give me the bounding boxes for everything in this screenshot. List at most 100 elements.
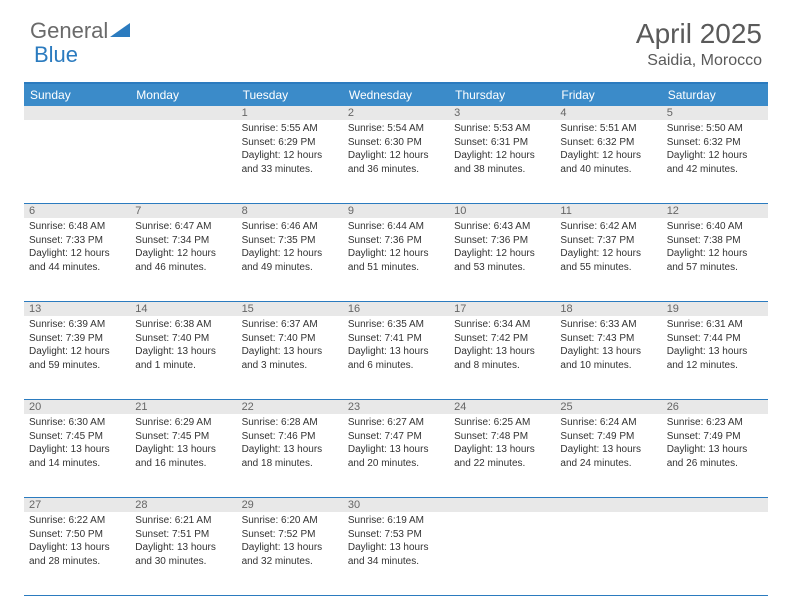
sunrise-line: Sunrise: 6:44 AM <box>348 220 444 234</box>
day-number <box>555 498 661 512</box>
day-number: 7 <box>130 204 236 218</box>
day-cell: Sunrise: 6:34 AMSunset: 7:42 PMDaylight:… <box>449 316 555 399</box>
day-body: Sunrise: 6:35 AMSunset: 7:41 PMDaylight:… <box>343 316 449 376</box>
day-number: 13 <box>24 302 130 316</box>
day-cell <box>24 120 130 203</box>
sunset-line: Sunset: 7:35 PM <box>242 234 338 248</box>
daylight-line: Daylight: 13 hours and 16 minutes. <box>135 443 231 470</box>
day-cell: Sunrise: 6:33 AMSunset: 7:43 PMDaylight:… <box>555 316 661 399</box>
day-body: Sunrise: 6:20 AMSunset: 7:52 PMDaylight:… <box>237 512 343 572</box>
day-cell: Sunrise: 6:42 AMSunset: 7:37 PMDaylight:… <box>555 218 661 301</box>
day-cell: Sunrise: 5:54 AMSunset: 6:30 PMDaylight:… <box>343 120 449 203</box>
daylight-line: Daylight: 13 hours and 28 minutes. <box>29 541 125 568</box>
sunrise-line: Sunrise: 6:28 AM <box>242 416 338 430</box>
weekday-header: Tuesday <box>237 84 343 106</box>
day-number: 29 <box>237 498 343 512</box>
daylight-line: Daylight: 12 hours and 40 minutes. <box>560 149 656 176</box>
weekday-header: Friday <box>555 84 661 106</box>
day-cell: Sunrise: 6:43 AMSunset: 7:36 PMDaylight:… <box>449 218 555 301</box>
day-body: Sunrise: 6:21 AMSunset: 7:51 PMDaylight:… <box>130 512 236 572</box>
daylight-line: Daylight: 13 hours and 30 minutes. <box>135 541 231 568</box>
day-cell: Sunrise: 6:23 AMSunset: 7:49 PMDaylight:… <box>662 414 768 497</box>
daylight-line: Daylight: 13 hours and 34 minutes. <box>348 541 444 568</box>
day-number <box>130 106 236 120</box>
sunrise-line: Sunrise: 6:30 AM <box>29 416 125 430</box>
weekday-header: Saturday <box>662 84 768 106</box>
day-body: Sunrise: 6:23 AMSunset: 7:49 PMDaylight:… <box>662 414 768 474</box>
daylight-line: Daylight: 13 hours and 1 minute. <box>135 345 231 372</box>
sunrise-line: Sunrise: 6:35 AM <box>348 318 444 332</box>
sunrise-line: Sunrise: 6:47 AM <box>135 220 231 234</box>
day-cell: Sunrise: 6:37 AMSunset: 7:40 PMDaylight:… <box>237 316 343 399</box>
daylight-line: Daylight: 13 hours and 12 minutes. <box>667 345 763 372</box>
daylight-line: Daylight: 13 hours and 6 minutes. <box>348 345 444 372</box>
day-cell: Sunrise: 6:21 AMSunset: 7:51 PMDaylight:… <box>130 512 236 595</box>
week-row: Sunrise: 6:22 AMSunset: 7:50 PMDaylight:… <box>24 512 768 596</box>
day-cell: Sunrise: 6:19 AMSunset: 7:53 PMDaylight:… <box>343 512 449 595</box>
daylight-line: Daylight: 12 hours and 38 minutes. <box>454 149 550 176</box>
day-number: 1 <box>237 106 343 120</box>
day-body: Sunrise: 6:30 AMSunset: 7:45 PMDaylight:… <box>24 414 130 474</box>
day-body: Sunrise: 6:46 AMSunset: 7:35 PMDaylight:… <box>237 218 343 278</box>
day-number: 21 <box>130 400 236 414</box>
sunset-line: Sunset: 6:29 PM <box>242 136 338 150</box>
sunrise-line: Sunrise: 6:24 AM <box>560 416 656 430</box>
daylight-line: Daylight: 12 hours and 55 minutes. <box>560 247 656 274</box>
sunrise-line: Sunrise: 6:21 AM <box>135 514 231 528</box>
day-cell: Sunrise: 5:51 AMSunset: 6:32 PMDaylight:… <box>555 120 661 203</box>
sunrise-line: Sunrise: 6:20 AM <box>242 514 338 528</box>
sunset-line: Sunset: 7:43 PM <box>560 332 656 346</box>
daylight-line: Daylight: 12 hours and 53 minutes. <box>454 247 550 274</box>
sunset-line: Sunset: 7:38 PM <box>667 234 763 248</box>
sunset-line: Sunset: 7:46 PM <box>242 430 338 444</box>
week-row: Sunrise: 6:39 AMSunset: 7:39 PMDaylight:… <box>24 316 768 400</box>
sunrise-line: Sunrise: 6:40 AM <box>667 220 763 234</box>
daylight-line: Daylight: 12 hours and 46 minutes. <box>135 247 231 274</box>
day-body: Sunrise: 5:51 AMSunset: 6:32 PMDaylight:… <box>555 120 661 180</box>
sunset-line: Sunset: 7:37 PM <box>560 234 656 248</box>
day-cell <box>449 512 555 595</box>
day-cell: Sunrise: 6:38 AMSunset: 7:40 PMDaylight:… <box>130 316 236 399</box>
logo-text-2: Blue <box>34 42 78 68</box>
calendar: SundayMondayTuesdayWednesdayThursdayFrid… <box>24 82 768 596</box>
sunrise-line: Sunrise: 6:48 AM <box>29 220 125 234</box>
day-cell: Sunrise: 6:35 AMSunset: 7:41 PMDaylight:… <box>343 316 449 399</box>
day-number: 28 <box>130 498 236 512</box>
weekday-header: Wednesday <box>343 84 449 106</box>
day-number: 4 <box>555 106 661 120</box>
day-body: Sunrise: 6:40 AMSunset: 7:38 PMDaylight:… <box>662 218 768 278</box>
sunset-line: Sunset: 7:51 PM <box>135 528 231 542</box>
day-number <box>662 498 768 512</box>
week-row: Sunrise: 6:30 AMSunset: 7:45 PMDaylight:… <box>24 414 768 498</box>
daylight-line: Daylight: 12 hours and 49 minutes. <box>242 247 338 274</box>
sunset-line: Sunset: 7:50 PM <box>29 528 125 542</box>
calendar-body: 12345Sunrise: 5:55 AMSunset: 6:29 PMDayl… <box>24 106 768 596</box>
sunrise-line: Sunrise: 6:46 AM <box>242 220 338 234</box>
day-number: 19 <box>662 302 768 316</box>
day-cell: Sunrise: 6:40 AMSunset: 7:38 PMDaylight:… <box>662 218 768 301</box>
day-cell: Sunrise: 6:25 AMSunset: 7:48 PMDaylight:… <box>449 414 555 497</box>
day-cell <box>555 512 661 595</box>
sunset-line: Sunset: 7:36 PM <box>348 234 444 248</box>
sunrise-line: Sunrise: 6:39 AM <box>29 318 125 332</box>
day-number-row: 20212223242526 <box>24 400 768 414</box>
day-body: Sunrise: 5:50 AMSunset: 6:32 PMDaylight:… <box>662 120 768 180</box>
daylight-line: Daylight: 12 hours and 36 minutes. <box>348 149 444 176</box>
day-cell: Sunrise: 6:39 AMSunset: 7:39 PMDaylight:… <box>24 316 130 399</box>
day-body: Sunrise: 5:55 AMSunset: 6:29 PMDaylight:… <box>237 120 343 180</box>
day-number: 20 <box>24 400 130 414</box>
sunrise-line: Sunrise: 6:25 AM <box>454 416 550 430</box>
day-number: 22 <box>237 400 343 414</box>
sunrise-line: Sunrise: 6:27 AM <box>348 416 444 430</box>
day-number: 24 <box>449 400 555 414</box>
day-number-row: 27282930 <box>24 498 768 512</box>
day-cell: Sunrise: 6:30 AMSunset: 7:45 PMDaylight:… <box>24 414 130 497</box>
daylight-line: Daylight: 12 hours and 59 minutes. <box>29 345 125 372</box>
sunrise-line: Sunrise: 5:51 AM <box>560 122 656 136</box>
sunset-line: Sunset: 7:53 PM <box>348 528 444 542</box>
day-body: Sunrise: 6:39 AMSunset: 7:39 PMDaylight:… <box>24 316 130 376</box>
sunrise-line: Sunrise: 6:19 AM <box>348 514 444 528</box>
sunrise-line: Sunrise: 5:50 AM <box>667 122 763 136</box>
day-number-row: 6789101112 <box>24 204 768 218</box>
day-body: Sunrise: 6:29 AMSunset: 7:45 PMDaylight:… <box>130 414 236 474</box>
